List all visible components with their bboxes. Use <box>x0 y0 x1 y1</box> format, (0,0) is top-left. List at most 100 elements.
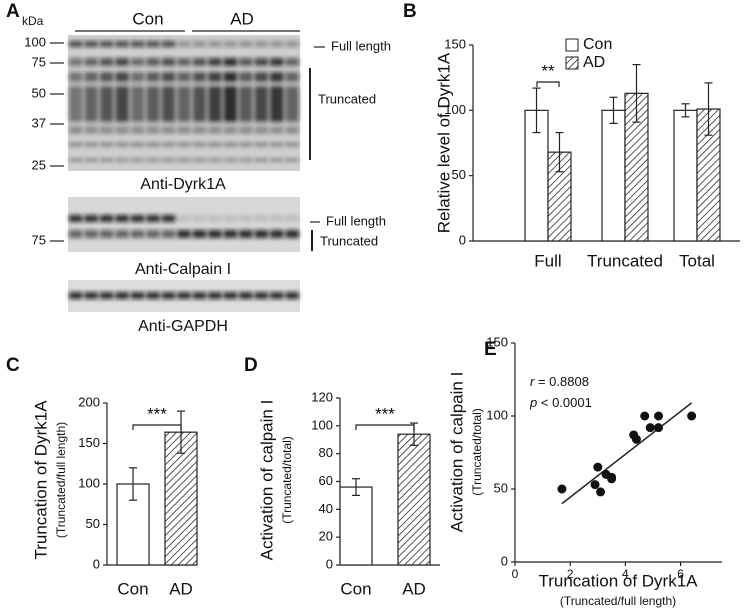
x-tick-label: Truncated <box>587 251 663 270</box>
blot-bands <box>69 41 299 162</box>
y-tick-label: 150 <box>444 36 466 51</box>
band <box>285 98 299 112</box>
y-tick-label: 0 <box>326 556 333 571</box>
band <box>208 142 222 147</box>
band <box>146 126 160 134</box>
band <box>239 98 253 112</box>
y-tick-label: 0 <box>93 556 100 571</box>
y-tick-label: 50 <box>452 167 466 182</box>
stat-label: r = 0.8808 <box>530 374 589 389</box>
band <box>254 41 269 47</box>
bar <box>673 109 698 242</box>
band <box>254 126 269 134</box>
point <box>596 487 606 497</box>
y-axis-sublabel: (Truncated/total) <box>280 436 294 524</box>
band <box>84 86 98 98</box>
band <box>99 215 114 222</box>
point <box>593 462 603 472</box>
band <box>69 58 83 66</box>
y-axis-label: Relative level of Dyrk1A <box>434 52 453 233</box>
band <box>270 41 284 47</box>
stat-text: = 0.8808 <box>538 374 589 389</box>
band <box>239 72 253 82</box>
panel-letter: E <box>484 339 497 360</box>
band <box>146 230 160 238</box>
band <box>84 292 98 299</box>
band <box>208 230 222 238</box>
band <box>208 41 222 47</box>
band <box>223 98 238 112</box>
y-tick-label: 0 <box>501 553 508 568</box>
band <box>115 215 129 222</box>
y-tick-label: 120 <box>311 389 333 404</box>
y-tick-label: 80 <box>319 445 333 460</box>
band <box>130 292 145 299</box>
significance-label: *** <box>375 404 395 423</box>
band <box>270 230 284 238</box>
band <box>177 112 191 122</box>
band <box>84 58 98 66</box>
stat-symbol: p <box>529 395 537 410</box>
band <box>270 86 284 98</box>
band <box>270 158 284 162</box>
band <box>130 72 145 82</box>
band <box>130 41 145 47</box>
y-tick-label: 150 <box>486 334 508 349</box>
band <box>84 230 98 238</box>
band <box>254 230 269 238</box>
x-axis-sublabel: (Truncated/full length) <box>560 594 676 608</box>
x-tick-label: 6 <box>677 567 684 581</box>
x-tick-label: Con <box>117 579 148 598</box>
band <box>208 98 222 112</box>
point <box>590 480 600 490</box>
band <box>130 230 145 238</box>
marker-label: 50 <box>32 85 46 100</box>
significance-bracket <box>132 424 182 430</box>
trend-line <box>561 402 693 505</box>
band <box>161 230 176 238</box>
band <box>161 72 176 82</box>
band <box>161 112 176 122</box>
band <box>115 58 129 66</box>
band <box>99 142 114 147</box>
bar <box>164 431 198 566</box>
group-label: AD <box>230 9 254 28</box>
band <box>285 58 299 66</box>
band <box>239 158 253 162</box>
legend-label: Con <box>583 36 612 53</box>
band <box>208 58 222 66</box>
band <box>192 158 207 162</box>
band <box>239 292 253 299</box>
band <box>130 112 145 122</box>
band <box>115 292 129 299</box>
band <box>146 142 160 147</box>
y-axis-sublabel: (Truncated/total) <box>470 408 484 496</box>
band <box>223 158 238 162</box>
band <box>69 112 83 122</box>
marker-ticks <box>50 42 64 167</box>
band <box>69 72 83 82</box>
band <box>285 126 299 134</box>
band <box>192 72 207 82</box>
band <box>285 158 299 162</box>
band <box>223 230 238 238</box>
band <box>146 86 160 98</box>
x-tick-label: Total <box>679 251 715 270</box>
y-tick-label: 60 <box>319 473 333 488</box>
marker-label: 37 <box>32 115 46 130</box>
band <box>99 112 114 122</box>
band <box>69 230 83 238</box>
y-tick-label: 40 <box>319 501 333 516</box>
band <box>115 98 129 112</box>
band <box>69 126 83 134</box>
x-tick-label: 4 <box>622 567 629 581</box>
band <box>239 230 253 238</box>
y-tick-label: 50 <box>494 480 508 495</box>
significance-bracket <box>536 81 560 87</box>
band <box>99 58 114 66</box>
band <box>69 98 83 112</box>
y-tick-label: 100 <box>78 475 100 490</box>
band <box>177 158 191 162</box>
point <box>654 423 664 433</box>
band <box>223 72 238 82</box>
